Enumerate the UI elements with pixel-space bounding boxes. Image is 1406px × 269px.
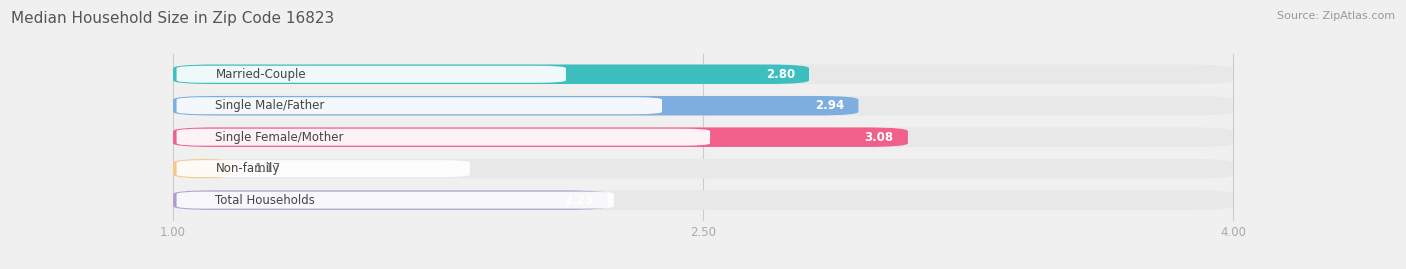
Text: Single Male/Father: Single Male/Father [215, 99, 325, 112]
Text: Married-Couple: Married-Couple [215, 68, 307, 81]
FancyBboxPatch shape [173, 65, 808, 84]
Text: 2.94: 2.94 [815, 99, 845, 112]
FancyBboxPatch shape [177, 129, 710, 146]
FancyBboxPatch shape [177, 192, 614, 209]
FancyBboxPatch shape [173, 190, 607, 210]
FancyBboxPatch shape [173, 190, 1233, 210]
FancyBboxPatch shape [177, 160, 470, 177]
Text: Total Households: Total Households [215, 194, 315, 207]
Text: 1.17: 1.17 [254, 162, 281, 175]
FancyBboxPatch shape [173, 128, 908, 147]
FancyBboxPatch shape [177, 66, 567, 83]
FancyBboxPatch shape [173, 96, 859, 115]
Text: Non-family: Non-family [215, 162, 280, 175]
FancyBboxPatch shape [177, 97, 662, 114]
Text: 3.08: 3.08 [865, 131, 894, 144]
Text: Single Female/Mother: Single Female/Mother [215, 131, 344, 144]
Text: 2.80: 2.80 [766, 68, 794, 81]
FancyBboxPatch shape [173, 159, 1233, 178]
Text: 2.23: 2.23 [564, 194, 593, 207]
FancyBboxPatch shape [173, 128, 1233, 147]
Text: Median Household Size in Zip Code 16823: Median Household Size in Zip Code 16823 [11, 11, 335, 26]
FancyBboxPatch shape [173, 65, 1233, 84]
FancyBboxPatch shape [173, 159, 233, 178]
Text: Source: ZipAtlas.com: Source: ZipAtlas.com [1277, 11, 1395, 21]
FancyBboxPatch shape [173, 96, 1233, 115]
